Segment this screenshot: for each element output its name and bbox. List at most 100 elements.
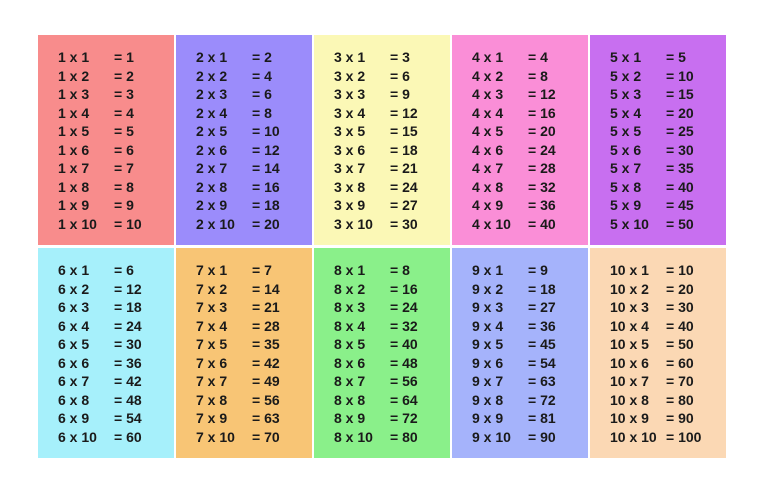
- result: = 24: [528, 141, 556, 158]
- result: = 70: [252, 428, 280, 445]
- expression: 2 x 6: [196, 141, 228, 158]
- result: = 20: [666, 280, 694, 297]
- expression: 7 x 9: [196, 410, 228, 426]
- expression: 5 x 6: [610, 141, 642, 158]
- result: = 60: [666, 354, 694, 371]
- expression: 9 x 10: [472, 428, 511, 445]
- expression: 9 x 6: [472, 354, 504, 371]
- expression: 6 x 3: [58, 299, 90, 315]
- result: = 35: [252, 336, 280, 352]
- result: = 24: [390, 178, 418, 195]
- expression: 10 x 8: [610, 391, 649, 408]
- expression: 4 x 6: [472, 141, 504, 158]
- expression: 2 x 9: [196, 197, 228, 213]
- result: = 16: [528, 104, 556, 121]
- expression: 1 x 8: [58, 178, 90, 195]
- result: = 80: [666, 391, 694, 408]
- result: = 4: [114, 104, 134, 121]
- expression: 4 x 8: [472, 178, 504, 195]
- expression: 9 x 1: [472, 262, 504, 278]
- expression: 7 x 7: [196, 373, 228, 389]
- result: = 45: [666, 197, 694, 213]
- result: = 50: [666, 215, 694, 232]
- result: = 50: [666, 336, 694, 352]
- expression: 2 x 10: [196, 215, 235, 232]
- expression: 9 x 8: [472, 391, 504, 408]
- expression: 8 x 5: [334, 336, 366, 352]
- result: = 80: [390, 428, 418, 445]
- times-table-4: 4 x 1 = 4 4 x 2 = 8 4 x 3 = 12 4 x 4 = 16 4 x 5 =…: [452, 35, 588, 245]
- expression: 2 x 3: [196, 86, 228, 102]
- expression: 8 x 2: [334, 280, 366, 297]
- result: = 32: [528, 178, 556, 195]
- result: = 14: [252, 160, 280, 176]
- expression: 4 x 2: [472, 67, 504, 84]
- expression: 9 x 7: [472, 373, 504, 389]
- result: = 40: [666, 178, 694, 195]
- expression: 3 x 10: [334, 215, 373, 232]
- result: = 18: [390, 141, 418, 158]
- result: = 14: [252, 280, 280, 297]
- result: = 9: [114, 197, 134, 213]
- result: = 100: [666, 428, 702, 445]
- expression: 5 x 10: [610, 215, 649, 232]
- result: = 63: [252, 410, 280, 426]
- result: = 54: [114, 410, 142, 426]
- expression: 3 x 9: [334, 197, 366, 213]
- result: = 36: [528, 197, 556, 213]
- result: = 5: [666, 49, 686, 65]
- expression: 6 x 6: [58, 354, 90, 371]
- result: = 20: [528, 123, 556, 139]
- expression: 1 x 7: [58, 160, 90, 176]
- result: = 21: [390, 160, 418, 176]
- result: = 18: [528, 280, 556, 297]
- result: = 7: [252, 262, 272, 278]
- result: = 49: [252, 373, 280, 389]
- expression: 1 x 4: [58, 104, 90, 121]
- times-table-9: 9 x 1 = 9 9 x 2 = 18 9 x 3 = 27 9 x 4 = 36 9 x 5…: [452, 248, 588, 458]
- result: = 35: [666, 160, 694, 176]
- times-table-1: 1 x 1 = 1 1 x 2 = 2 1 x 3 = 3 1 x 4 = 4 1 x 5 = 5…: [38, 35, 174, 245]
- expression: 9 x 5: [472, 336, 504, 352]
- result: = 6: [114, 262, 134, 278]
- expression: 3 x 5: [334, 123, 366, 139]
- expression: 5 x 9: [610, 197, 642, 213]
- result: = 24: [390, 299, 418, 315]
- result: = 16: [390, 280, 418, 297]
- expression: 3 x 3: [334, 86, 366, 102]
- result: = 36: [114, 354, 142, 371]
- expression: 7 x 8: [196, 391, 228, 408]
- expression: 6 x 5: [58, 336, 90, 352]
- result: = 5: [114, 123, 134, 139]
- expression: 1 x 5: [58, 123, 90, 139]
- result: = 72: [390, 410, 418, 426]
- result: = 90: [528, 428, 556, 445]
- expression: 3 x 8: [334, 178, 366, 195]
- expression: 10 x 10: [610, 428, 657, 445]
- result: = 45: [528, 336, 556, 352]
- expression: 6 x 4: [58, 317, 90, 334]
- result: = 20: [666, 104, 694, 121]
- expression: 5 x 4: [610, 104, 642, 121]
- expression: 3 x 2: [334, 67, 366, 84]
- times-table-8: 8 x 1 = 8 8 x 2 = 16 8 x 3 = 24 8 x 4 = 32 8 x 5…: [314, 248, 450, 458]
- result: = 6: [252, 86, 272, 102]
- expression: 10 x 3: [610, 299, 649, 315]
- result: = 27: [390, 197, 418, 213]
- result: = 2: [252, 49, 272, 65]
- expression: 8 x 7: [334, 373, 366, 389]
- expression: 10 x 6: [610, 354, 649, 371]
- times-table-6: 6 x 1 = 6 6 x 2 = 12 6 x 3 = 18 6 x 4 = 24 6 x 5…: [38, 248, 174, 458]
- expression: 3 x 7: [334, 160, 366, 176]
- result: = 40: [528, 215, 556, 232]
- times-table-3: 3 x 1 = 3 3 x 2 = 6 3 x 3 = 9 3 x 4 = 12 3 x 5 = …: [314, 35, 450, 245]
- result: = 25: [666, 123, 694, 139]
- expression: 3 x 6: [334, 141, 366, 158]
- expression: 10 x 2: [610, 280, 649, 297]
- expression: 6 x 10: [58, 428, 97, 445]
- result: = 1: [114, 49, 134, 65]
- expression: 2 x 2: [196, 67, 228, 84]
- result: = 30: [114, 336, 142, 352]
- expression: 6 x 1: [58, 262, 90, 278]
